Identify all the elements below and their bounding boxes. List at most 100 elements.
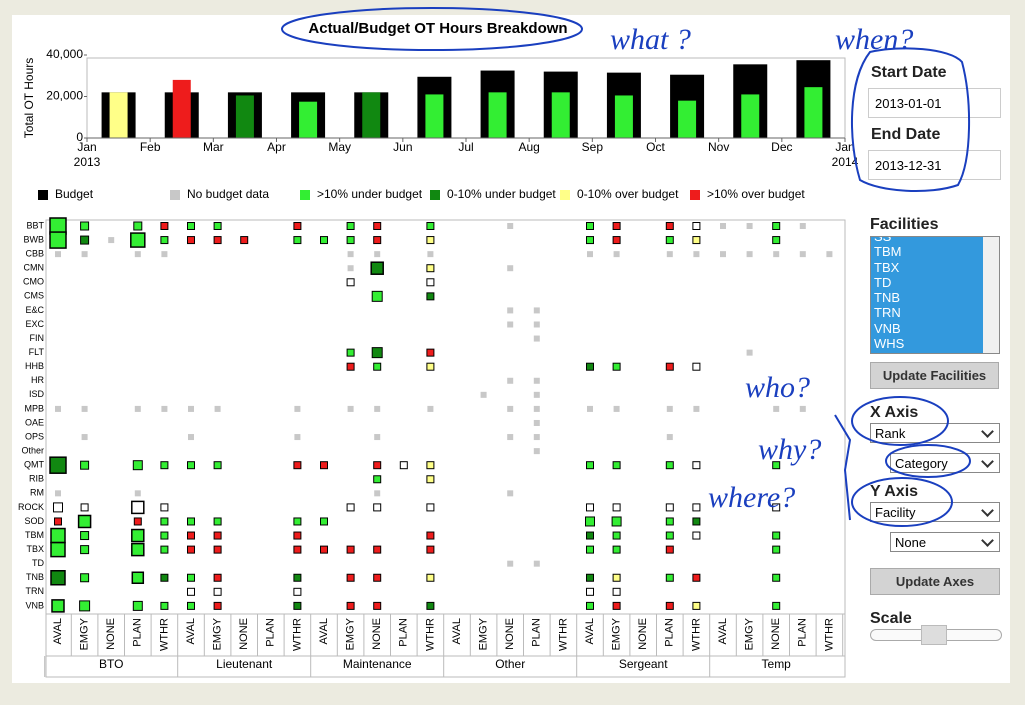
matrix-cell <box>666 434 673 441</box>
group-label: Other <box>495 657 525 671</box>
matrix-cell <box>160 461 169 470</box>
legend-swatch <box>170 190 180 200</box>
row-label: Other <box>21 445 44 455</box>
matrix-cell <box>507 265 514 272</box>
matrix-cell <box>53 502 63 513</box>
matrix-cell <box>693 251 700 258</box>
matrix-cell <box>772 461 781 470</box>
scrollbar[interactable] <box>983 237 999 353</box>
matrix-cell <box>187 587 195 596</box>
facilities-list[interactable]: SS TBM TBX TD TNB TRN VNB WHS <box>870 236 1000 354</box>
facility-option[interactable]: TBM <box>874 244 902 260</box>
matrix-cell <box>799 223 806 229</box>
row-label: ROCK <box>18 502 44 512</box>
matrix-cell <box>426 545 435 554</box>
column-label: EMGY <box>79 617 91 650</box>
row-label: ISD <box>29 389 45 399</box>
matrix-cell <box>533 377 540 384</box>
matrix-cell <box>293 573 302 582</box>
facility-option[interactable]: VNB <box>874 320 901 336</box>
matrix-cell <box>426 264 435 273</box>
y-tick-label: 0 <box>76 130 83 144</box>
row-label: TRN <box>26 586 45 596</box>
row-label: SOD <box>24 516 44 526</box>
actual-bar <box>678 100 697 138</box>
actual-bar <box>362 92 381 138</box>
matrix-cell <box>320 236 328 245</box>
matrix-cell <box>346 236 355 245</box>
matrix-cell <box>533 448 540 455</box>
matrix-cell <box>373 236 382 245</box>
legend-swatch <box>690 190 700 200</box>
matrix-cell <box>426 362 435 371</box>
matrix-cell <box>347 251 354 258</box>
matrix-cell <box>188 434 194 441</box>
matrix-cell <box>187 517 195 526</box>
update-axes-button[interactable]: Update Axes <box>870 568 1000 595</box>
slider-thumb[interactable] <box>921 625 947 645</box>
scale-label: Scale <box>870 610 912 627</box>
matrix-cell <box>533 419 540 426</box>
y-axis-select-2[interactable]: None <box>890 532 1000 552</box>
facility-option[interactable]: TBX <box>874 259 900 275</box>
matrix-cell <box>665 573 674 582</box>
matrix-cell <box>773 251 780 258</box>
matrix-cell <box>426 236 435 245</box>
row-label: OPS <box>25 431 44 441</box>
matrix-cell <box>665 503 674 512</box>
matrix-cell <box>507 321 514 328</box>
matrix-cell <box>373 362 382 371</box>
matrix-cell <box>374 490 381 497</box>
matrix-cell <box>374 251 381 258</box>
update-facilities-button[interactable]: Update Facilities <box>870 362 999 389</box>
actual-bar <box>804 87 823 138</box>
y-tick-label: 20,000 <box>46 89 83 103</box>
x-tick-label: Oct <box>646 140 665 154</box>
matrix-cell <box>720 223 726 229</box>
matrix-cell <box>160 222 169 230</box>
matrix-cell <box>373 461 382 470</box>
row-label: BBT <box>26 220 44 230</box>
matrix-cell <box>507 434 514 441</box>
matrix-cell <box>611 516 622 527</box>
x-axis-select[interactable]: Rank <box>870 423 1000 443</box>
x-tick-label: Mar <box>203 140 224 154</box>
matrix-cell <box>613 251 620 258</box>
facility-option[interactable]: TD <box>874 274 892 290</box>
start-date-input[interactable]: 2013-01-01 <box>868 88 1001 118</box>
legend-label: Budget <box>55 187 94 201</box>
matrix-cell <box>426 573 435 582</box>
matrix-cell <box>612 461 621 470</box>
matrix-cell <box>346 545 355 554</box>
matrix-cell <box>108 237 115 244</box>
matrix-cell <box>50 527 66 544</box>
row-label: HR <box>31 375 44 385</box>
matrix-cell <box>51 599 65 613</box>
facility-option[interactable]: WHS <box>874 336 905 352</box>
row-label: CMN <box>24 263 45 273</box>
facility-option[interactable]: SS <box>874 236 892 244</box>
matrix-cell <box>346 573 355 582</box>
matrix-cell <box>826 251 833 258</box>
x-axis-select-2[interactable]: Category <box>890 453 1000 473</box>
matrix-cell <box>187 236 195 245</box>
end-date-input[interactable]: 2013-12-31 <box>868 150 1001 180</box>
matrix-cell <box>426 278 435 287</box>
actual-bar <box>172 79 191 138</box>
matrix-cell <box>346 601 355 610</box>
row-label: RM <box>30 488 44 498</box>
facility-option[interactable]: TNB <box>874 290 900 306</box>
matrix-cell <box>533 391 540 398</box>
matrix-cell <box>773 405 780 412</box>
column-label: PLAN <box>797 618 809 647</box>
matrix-cell <box>187 545 195 554</box>
matrix-cell <box>665 517 674 526</box>
y-axis-label: Total OT Hours <box>22 58 36 138</box>
facility-option[interactable]: TRN <box>874 305 901 321</box>
matrix-cell <box>612 573 621 582</box>
y-axis-select[interactable]: Facility <box>870 502 1000 522</box>
matrix-cell <box>132 600 143 611</box>
legend-swatch <box>430 190 440 200</box>
matrix-cell <box>161 405 168 412</box>
matrix-cell <box>507 307 514 314</box>
